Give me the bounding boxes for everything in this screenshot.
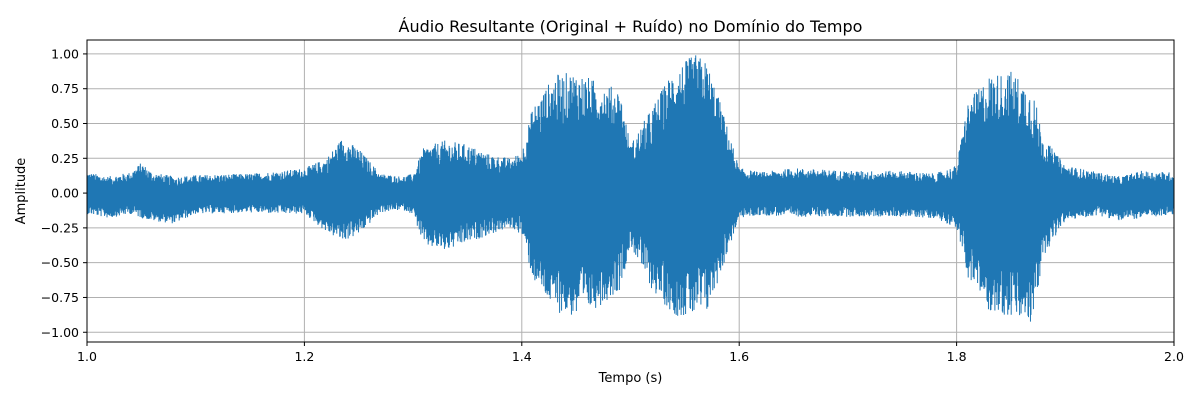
y-tick-label: −0.75: [41, 290, 79, 305]
x-tick-label: 1.0: [77, 349, 97, 364]
y-axis-label: Amplitude: [14, 158, 29, 225]
y-tick-label: 0.50: [51, 116, 79, 131]
y-axis: −1.00 −0.75 −0.50 −0.25 0.00 0.25 0.50 0.75 1.00: [41, 46, 87, 340]
y-tick-label: 1.00: [51, 46, 79, 61]
y-tick-label: 0.25: [51, 151, 79, 166]
chart-title: Áudio Resultante (Original + Ruído) no D…: [399, 17, 863, 36]
x-tick-label: 1.8: [947, 349, 967, 364]
audio-signal-series: [86, 55, 1175, 322]
plot-frame: [86, 39, 1175, 343]
y-tick-label: −0.25: [41, 220, 79, 235]
y-tick-label: −1.00: [41, 325, 79, 340]
y-tick-label: −0.50: [41, 255, 79, 270]
y-tick-label: 0.75: [51, 81, 79, 96]
x-axis: 1.0 1.2 1.4 1.6 1.8 2.0: [77, 342, 1184, 364]
x-axis-label: Tempo (s): [598, 371, 663, 386]
x-tick-label: 2.0: [1164, 349, 1184, 364]
y-tick-label: 0.00: [51, 186, 79, 201]
x-tick-label: 1.4: [512, 349, 532, 364]
x-tick-label: 1.6: [729, 349, 749, 364]
x-tick-label: 1.2: [294, 349, 314, 364]
